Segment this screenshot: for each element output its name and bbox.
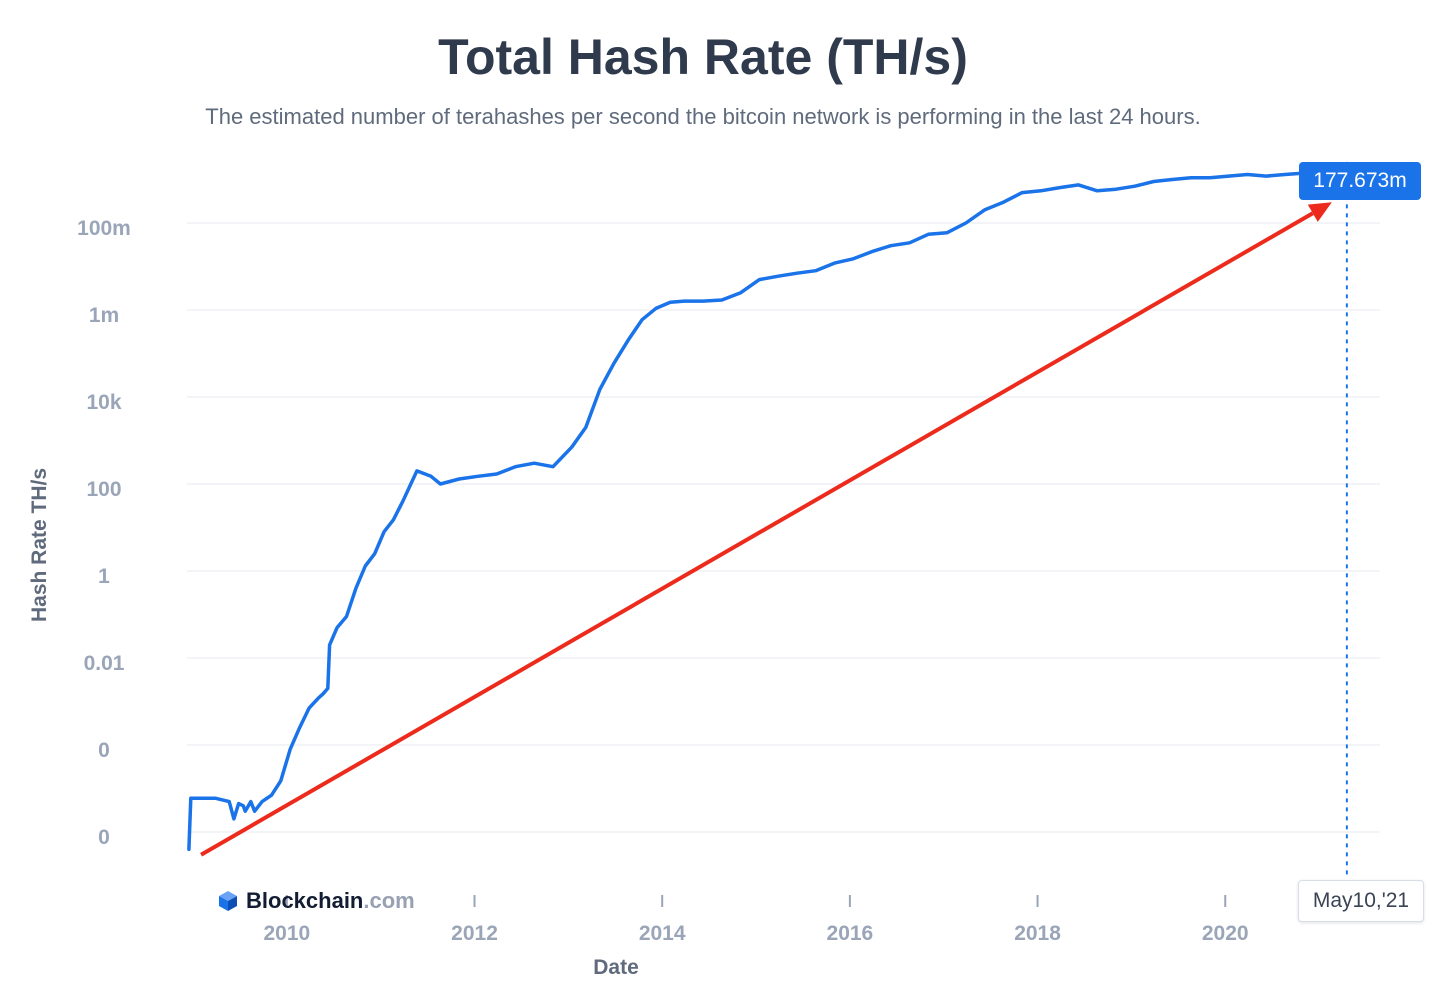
watermark-suffix: .com [363, 888, 415, 913]
series-layer [187, 166, 1349, 852]
chart-title: Total Hash Rate (TH/s) [438, 29, 968, 85]
hover-cursor-layer [1340, 161, 1354, 878]
x-tick-label-1: 2012 [451, 922, 498, 945]
x-tick-label-4: 2018 [1014, 922, 1061, 945]
y-tick-label-0: 0 [98, 826, 110, 849]
x-tick-label-5: 2020 [1202, 922, 1249, 945]
hover-value-tooltip: 177.673m [1299, 162, 1421, 200]
y-tick-label-7: 100m [77, 217, 131, 240]
y-tick-label-3: 1 [98, 565, 110, 588]
annotation-arrow-shaft [200, 211, 1314, 857]
y-axis-title: Hash Rate TH/s [28, 468, 51, 622]
blockchain-logo-icon [219, 891, 237, 911]
x-tick-label-0: 2010 [263, 922, 310, 945]
blockchain-watermark[interactable]: Blockchain .com [216, 886, 415, 916]
y-axis-ticks: 0 0 0.01 1 100 10k 1m 100m [77, 217, 131, 849]
x-tick-label-2: 2014 [639, 922, 686, 945]
y-tick-label-4: 100 [86, 478, 121, 501]
y-tick-label-1: 0 [98, 739, 110, 762]
watermark-brand: Blockchain [246, 888, 364, 913]
y-tick-label-5: 10k [86, 391, 121, 414]
x-tick-label-3: 2016 [827, 922, 874, 945]
x-axis-title: Date [593, 956, 639, 979]
x-axis-ticks: 2010 2012 2014 2016 2018 2020 [263, 895, 1249, 945]
series-line-0 [187, 166, 1349, 852]
chart-subtitle: The estimated number of terahashes per s… [205, 104, 1201, 129]
gridlines [187, 222, 1380, 833]
annotation-arrow-head [1307, 202, 1332, 222]
annotation-arrow-layer [200, 202, 1332, 857]
hover-date-label: May10,'21 [1298, 880, 1424, 922]
y-tick-label-2: 0.01 [84, 652, 125, 675]
y-tick-label-6: 1m [89, 304, 119, 327]
